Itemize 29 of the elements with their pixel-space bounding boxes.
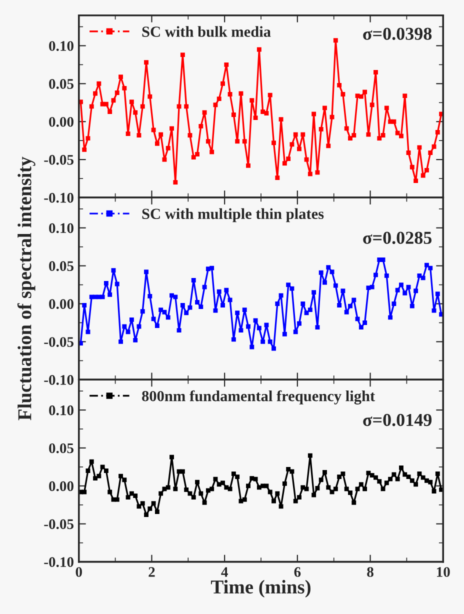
x-tick-label: 8: [367, 567, 374, 577]
y-axis-title: Fluctuation of spectral intensity: [17, 156, 36, 420]
annotation: σ=0.0149: [363, 414, 432, 426]
legend-label: SC with multiple thin plates: [142, 208, 324, 222]
y-tick-label: 0.05: [49, 443, 74, 454]
y-tick-label: 0.10: [49, 41, 74, 51]
y-tick-label: 0.00: [49, 116, 74, 127]
x-axis-title: Time (mins): [210, 580, 310, 598]
y-tick-label: -0.10: [44, 375, 74, 385]
annotation: σ=0.0285: [363, 232, 432, 244]
x-tick-label: 6: [294, 567, 301, 577]
annotation: σ=0.0398: [363, 28, 432, 40]
y-tick-label: 0.05: [49, 79, 74, 89]
y-tick-label: 0.10: [49, 405, 74, 416]
y-tick-label: 0.00: [49, 299, 74, 310]
x-tick-label: 4: [221, 567, 228, 577]
x-tick-label: 2: [148, 567, 155, 577]
x-tick-label: 10: [436, 567, 450, 577]
x-tick-label: 0: [76, 567, 82, 577]
y-tick-label: -0.05: [44, 337, 74, 347]
y-tick-label: -0.10: [44, 557, 74, 568]
y-tick-label: 0.10: [49, 223, 74, 234]
y-tick-label: -0.05: [44, 154, 74, 165]
y-tick-label: 0.00: [49, 481, 74, 492]
y-tick-label: -0.05: [44, 519, 74, 530]
y-tick-label: 0.05: [49, 261, 74, 272]
legend-label: 800nm fundamental frequency light: [142, 390, 376, 404]
y-tick-label: -0.10: [44, 192, 74, 203]
legend-label: SC with bulk media: [142, 26, 271, 37]
